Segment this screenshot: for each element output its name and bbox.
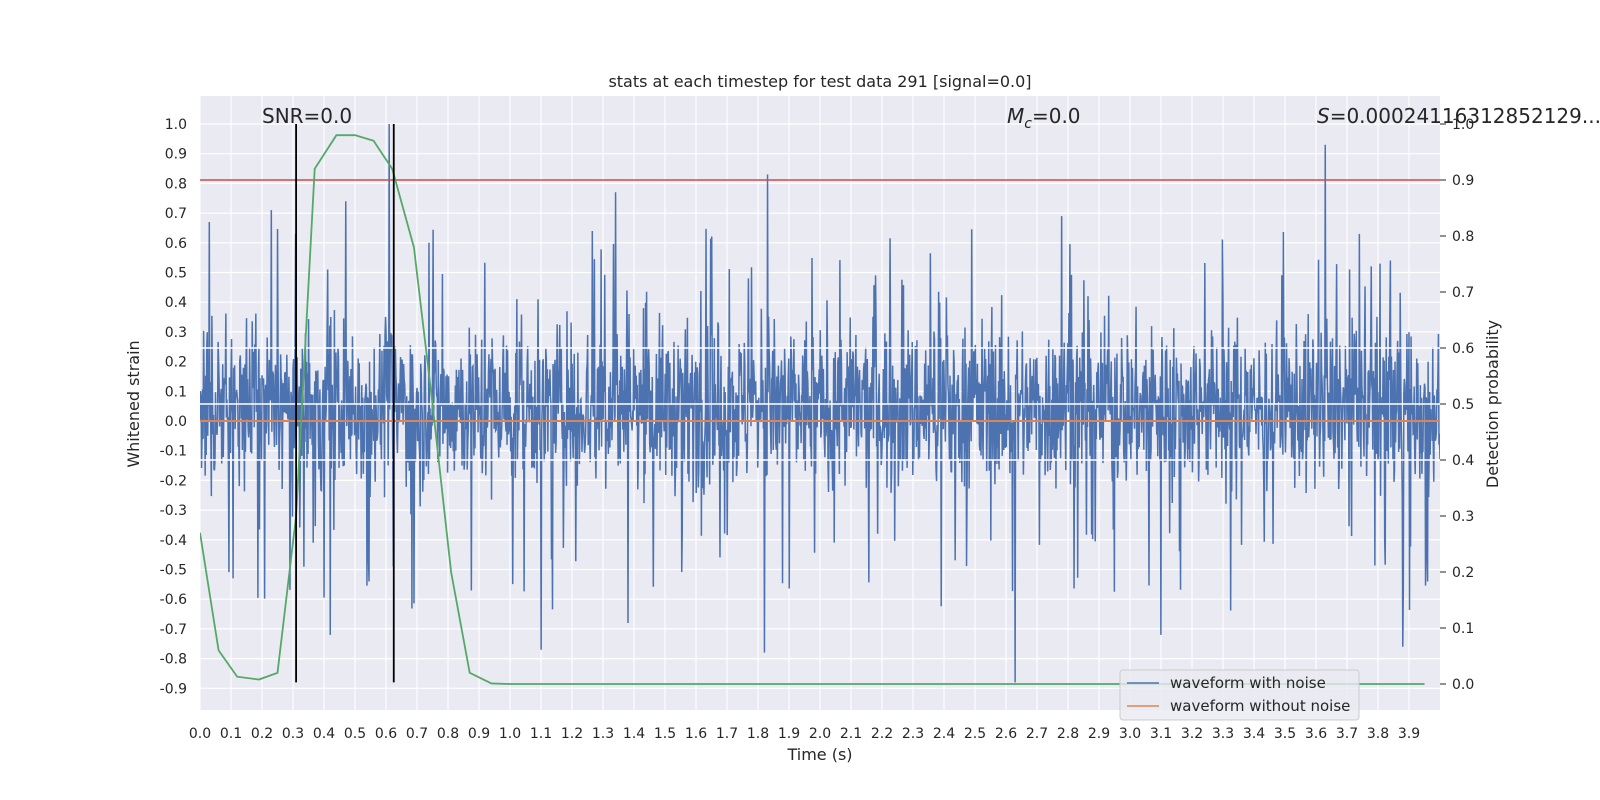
x-tick-label: 2.8 (1057, 726, 1079, 742)
series-noisy-waveform-line (200, 123, 1440, 683)
y-tick-label: -0.8 (160, 652, 187, 668)
x-tick-label: 2.9 (1088, 726, 1110, 742)
x-tick-label: 3.5 (1274, 726, 1296, 742)
x-tick-label: 3.9 (1398, 726, 1420, 742)
legend-box (1119, 669, 1360, 721)
x-axis-label: Time (s) (786, 745, 852, 764)
y-tick-label: 0.3 (165, 325, 187, 341)
s-symbol: S (1317, 104, 1330, 128)
x-tick-label: 3.0 (1119, 726, 1141, 742)
y-axis-label: Whitened strain (124, 340, 143, 467)
x-tick-label: 1.3 (592, 726, 614, 742)
x-tick-label: 2.3 (902, 726, 924, 742)
y-tick-label: -0.4 (160, 533, 187, 549)
y2-tick-label: 1.0 (1452, 117, 1474, 133)
x-tick-label: 1.1 (530, 726, 552, 742)
x-tick-label: 0.5 (344, 726, 366, 742)
y-tick-label: -0.5 (160, 563, 187, 579)
series-layer (200, 123, 1440, 685)
y-tick-labels: 1.0 0.9 0.8 0.7 0.6 0.5 0.4 0.3 0.2 0.1 0.0 -0.1 -0.… (160, 117, 187, 697)
y2-tick-label: 0.7 (1452, 285, 1474, 301)
x-tick-label: 2.0 (809, 726, 831, 742)
s-value: =0.00024116312852129... (1330, 104, 1600, 128)
y2-axis-label: Detection probability (1483, 320, 1502, 488)
legend-label-clean: waveform without noise (1170, 697, 1350, 715)
x-tick-label: 0.8 (437, 726, 459, 742)
y-tick-label: -0.6 (160, 592, 187, 608)
x-tick-label: 0.4 (313, 726, 335, 742)
snr-annotation: SNR=0.0 (262, 104, 352, 128)
x-tick-label: 2.7 (1026, 726, 1048, 742)
x-tick-label: 3.2 (1181, 726, 1203, 742)
y-tick-label: 0.4 (165, 295, 187, 311)
y2-tick-label: 0.4 (1452, 453, 1474, 469)
x-tick-label: 3.1 (1150, 726, 1172, 742)
x-tick-label: 1.7 (716, 726, 738, 742)
x-tick-label: 0.9 (468, 726, 490, 742)
y-tick-label: 0.8 (165, 176, 187, 192)
y-tick-label: -0.7 (160, 622, 187, 638)
x-tick-label: 3.3 (1212, 726, 1234, 742)
x-tick-label: 1.2 (561, 726, 583, 742)
legend: waveform with noise waveform without noi… (1119, 669, 1360, 721)
y2-tick-label: 0.2 (1452, 565, 1474, 581)
y-tick-label: 0.6 (165, 236, 187, 252)
x-tick-labels: 0.0 0.1 0.2 0.3 0.4 0.5 0.6 0.7 0.8 0.9 1.0 1.1 1.2 1… (189, 726, 1420, 742)
y-tick-label: -0.2 (160, 473, 187, 489)
mc-symbol: M (1007, 104, 1024, 128)
y-tick-label: 1.0 (165, 117, 187, 133)
x-tick-label: 3.6 (1305, 726, 1327, 742)
x-tick-label: 2.5 (964, 726, 986, 742)
x-tick-label: 3.8 (1367, 726, 1389, 742)
s-annotation: S=0.00024116312852129... (1317, 104, 1600, 128)
y2-tick-label: 0.3 (1452, 509, 1474, 525)
x-tick-label: 0.3 (282, 726, 304, 742)
legend-label-noise: waveform with noise (1170, 674, 1326, 692)
x-tick-label: 1.0 (499, 726, 521, 742)
x-tick-label: 0.7 (406, 726, 428, 742)
y-tick-label: -0.1 (160, 444, 187, 460)
y2-tick-label: 0.8 (1452, 229, 1474, 245)
x-tick-label: 2.1 (840, 726, 862, 742)
x-tick-label: 1.8 (747, 726, 769, 742)
mc-subscript: c (1024, 116, 1032, 132)
y-tick-label: 0.1 (165, 384, 187, 400)
x-tick-label: 0.1 (220, 726, 242, 742)
y-tick-label: -0.9 (160, 681, 187, 697)
x-tick-label: 3.7 (1336, 726, 1358, 742)
series-detection-probability-line (200, 134, 1425, 685)
x-tick-label: 2.4 (933, 726, 955, 742)
y2-tick-label: 0.0 (1452, 677, 1474, 693)
x-tick-label: 2.6 (995, 726, 1017, 742)
y-tick-label: -0.3 (160, 503, 187, 519)
y2-tick-label: 0.1 (1452, 621, 1474, 637)
x-tick-label: 1.6 (685, 726, 707, 742)
y-tick-label: 0.2 (165, 355, 187, 371)
chart-title: stats at each timestep for test data 291… (608, 72, 1031, 91)
y-tick-label: 0.5 (165, 266, 187, 282)
y-tick-label: 0.7 (165, 206, 187, 222)
mc-value: =0.0 (1032, 104, 1081, 128)
y2-tick-label: 0.9 (1452, 173, 1474, 189)
y2-tick-labels: 1.0 0.9 0.8 0.7 0.6 0.5 0.4 0.3 0.2 0.1 0.0 (1440, 117, 1474, 693)
x-tick-label: 1.9 (778, 726, 800, 742)
x-tick-label: 1.4 (623, 726, 645, 742)
y-tick-label: 0.9 (165, 147, 187, 163)
y-tick-label: 0.0 (165, 414, 187, 430)
x-tick-label: 0.6 (375, 726, 397, 742)
mc-annotation: Mc=0.0 (1007, 104, 1081, 132)
x-tick-label: 2.2 (871, 726, 893, 742)
x-tick-label: 0.0 (189, 726, 211, 742)
x-tick-label: 1.5 (654, 726, 676, 742)
x-tick-label: 0.2 (251, 726, 273, 742)
y2-tick-label: 0.6 (1452, 341, 1474, 357)
y2-tick-label: 0.5 (1452, 397, 1474, 413)
x-tick-label: 3.4 (1243, 726, 1265, 742)
